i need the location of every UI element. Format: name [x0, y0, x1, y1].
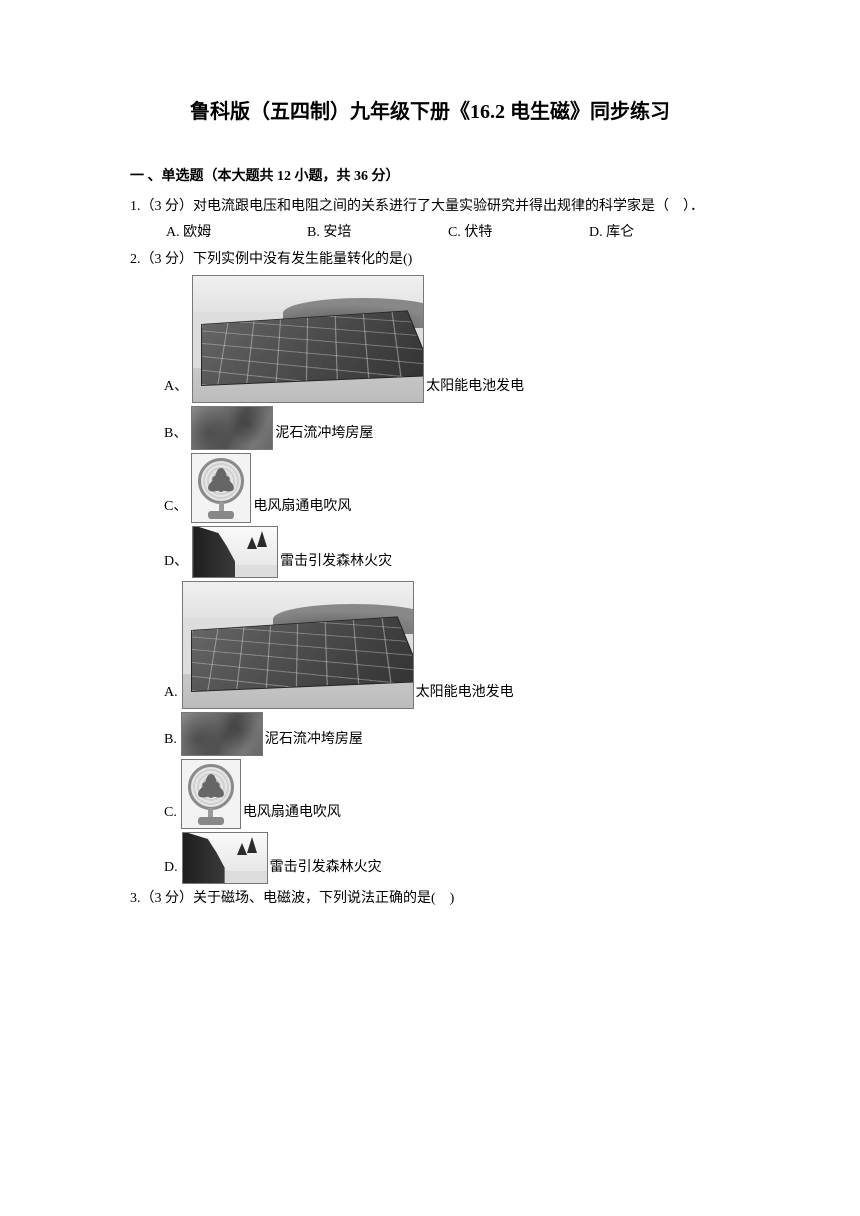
solar-panel-image: [182, 581, 414, 709]
q2-set2-b-text: 泥石流冲垮房屋: [265, 728, 363, 752]
q2-set1-d-label: D、: [164, 550, 188, 574]
q2-set2-c-label: C.: [164, 801, 177, 825]
q2-set2-option-d: D. 雷击引发森林火灾: [164, 832, 730, 884]
q2-set2-a-text: 太阳能电池发电: [416, 681, 514, 705]
q2-set1-option-c: C、 电风扇通电吹风: [164, 453, 730, 523]
forest-fire-image: [182, 832, 268, 884]
q2-set1-c-label: C、: [164, 495, 187, 519]
q2-stem: 2.（3 分）下列实例中没有发生能量转化的是(): [130, 248, 730, 272]
q2-set1-b-label: B、: [164, 422, 187, 446]
q3-stem: 3.（3 分）关于磁场、电磁波，下列说法正确的是( ): [130, 887, 730, 911]
q2-set2-c-text: 电风扇通电吹风: [243, 801, 341, 825]
q2-set2-d-text: 雷击引发森林火灾: [270, 856, 382, 880]
q2-set1-a-text: 太阳能电池发电: [426, 375, 524, 399]
q2-set1-option-a: A、 太阳能电池发电: [164, 275, 730, 403]
q2-set2-a-label: A.: [164, 681, 178, 705]
forest-fire-image: [192, 526, 278, 578]
question-2: 2.（3 分）下列实例中没有发生能量转化的是() A、 太阳能电池发电 B、 泥…: [130, 248, 730, 884]
q2-set1-option-d: D、 雷击引发森林火灾: [164, 526, 730, 578]
section-1-header: 一 、单选题（本大题共 12 小题，共 36 分）: [130, 165, 730, 189]
q1-option-d: D. 库仑: [589, 221, 730, 245]
q2-set1-option-b: B、 泥石流冲垮房屋: [164, 406, 730, 450]
q2-set2-option-a: A. 太阳能电池发电: [164, 581, 730, 709]
solar-panel-image: [192, 275, 424, 403]
q2-set1-d-text: 雷击引发森林火灾: [280, 550, 392, 574]
q1-option-b: B. 安培: [307, 221, 448, 245]
q1-stem: 1.（3 分）对电流跟电压和电阻之间的关系进行了大量实验研究并得出规律的科学家是…: [130, 195, 730, 219]
q1-option-c: C. 伏特: [448, 221, 589, 245]
page-title: 鲁科版（五四制）九年级下册《16.2 电生磁》同步练习: [130, 95, 730, 129]
fan-image: [181, 759, 241, 829]
mudslide-image: [181, 712, 263, 756]
q1-option-a: A. 欧姆: [166, 221, 307, 245]
q2-set2-option-c: C. 电风扇通电吹风: [164, 759, 730, 829]
q2-set1-a-label: A、: [164, 375, 188, 399]
q1-options: A. 欧姆 B. 安培 C. 伏特 D. 库仑: [130, 221, 730, 245]
q2-set2-option-b: B. 泥石流冲垮房屋: [164, 712, 730, 756]
question-3: 3.（3 分）关于磁场、电磁波，下列说法正确的是( ): [130, 887, 730, 911]
mudslide-image: [191, 406, 273, 450]
q2-set2-d-label: D.: [164, 856, 178, 880]
q2-set1-b-text: 泥石流冲垮房屋: [275, 422, 373, 446]
question-1: 1.（3 分）对电流跟电压和电阻之间的关系进行了大量实验研究并得出规律的科学家是…: [130, 195, 730, 245]
q2-set1-c-text: 电风扇通电吹风: [253, 495, 351, 519]
fan-image: [191, 453, 251, 523]
q2-set2-b-label: B.: [164, 728, 177, 752]
